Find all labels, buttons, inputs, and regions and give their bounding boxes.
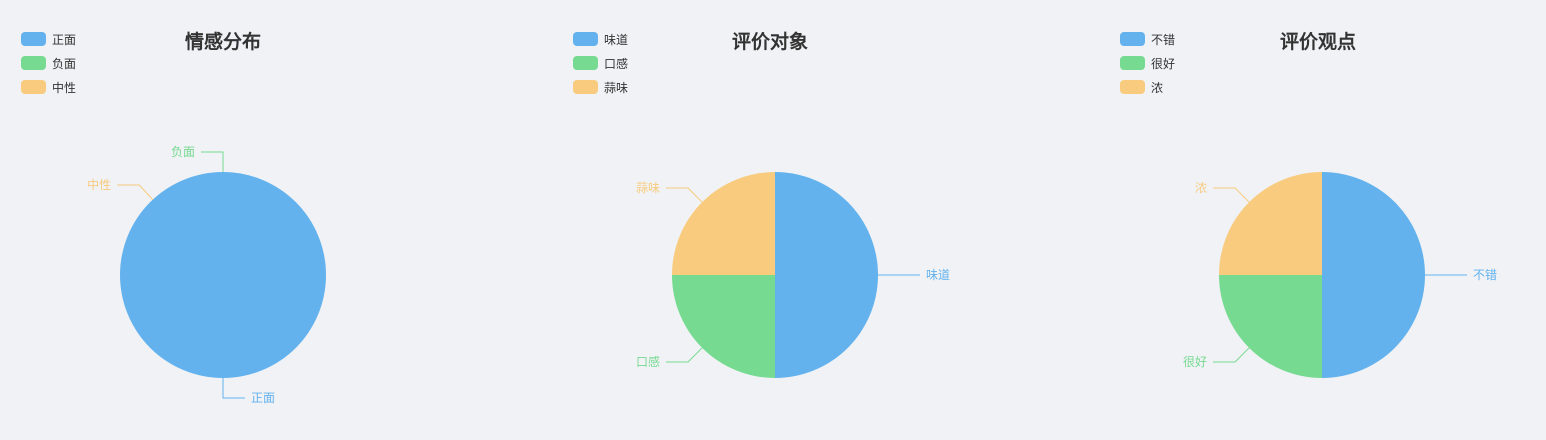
legend-label: 负面 bbox=[52, 56, 77, 71]
legend-item[interactable]: 浓 bbox=[1120, 79, 1175, 95]
legend: 正面 负面 中性 bbox=[21, 31, 76, 103]
slice-label: 很好 bbox=[1183, 355, 1207, 369]
legend-label: 蒜味 bbox=[604, 80, 629, 95]
legend-label: 中性 bbox=[52, 80, 77, 95]
slice-label: 蒜味 bbox=[636, 181, 660, 195]
legend-swatch bbox=[573, 80, 598, 94]
label-line bbox=[201, 151, 224, 172]
slice-label: 中性 bbox=[87, 177, 111, 192]
label-line bbox=[117, 184, 154, 200]
label-line bbox=[1213, 347, 1250, 363]
legend-item[interactable]: 负面 bbox=[21, 55, 76, 71]
legend-label: 不错 bbox=[1151, 32, 1176, 47]
legend-item[interactable]: 很好 bbox=[1120, 55, 1175, 71]
slice-label: 味道 bbox=[926, 268, 950, 282]
chart-title: 评价观点 bbox=[1279, 31, 1357, 53]
slice-label: 负面 bbox=[171, 145, 195, 159]
legend-item[interactable]: 蒜味 bbox=[573, 79, 628, 95]
label-line bbox=[666, 347, 703, 363]
opinion-pie-panel: 不错 很好浓 评价观点 不错 很好 浓 bbox=[1099, 0, 1546, 440]
target-pie-panel: 味道 口感 蒜味 评价对象 味道 口感 蒜味 bbox=[552, 0, 1067, 440]
label-line bbox=[1213, 187, 1250, 203]
legend-item[interactable]: 不错 bbox=[1120, 31, 1175, 47]
legend-swatch bbox=[21, 80, 46, 94]
legend-swatch bbox=[1120, 56, 1145, 70]
legend-label: 正面 bbox=[52, 32, 77, 47]
legend-swatch bbox=[21, 56, 46, 70]
legend: 不错 很好 浓 bbox=[1120, 31, 1175, 103]
slice-label: 正面 bbox=[251, 391, 275, 405]
legend-label: 很好 bbox=[1151, 56, 1176, 71]
label-line bbox=[666, 187, 703, 203]
slice-label: 不错 bbox=[1473, 268, 1497, 282]
pie-slice[interactable] bbox=[1219, 275, 1322, 378]
pie-slice[interactable] bbox=[120, 172, 326, 378]
pie-slice[interactable] bbox=[1219, 172, 1322, 275]
sentiment-pie-panel: 正面 负面 中性 情感分布 正面 负面 中性 bbox=[0, 0, 515, 440]
legend-swatch bbox=[573, 32, 598, 46]
chart-title: 评价对象 bbox=[731, 31, 809, 53]
legend-label: 味道 bbox=[604, 32, 629, 47]
legend-swatch bbox=[573, 56, 598, 70]
legend-swatch bbox=[1120, 32, 1145, 46]
legend-label: 口感 bbox=[604, 56, 629, 71]
slice-label: 口感 bbox=[636, 354, 660, 369]
slice-label: 浓 bbox=[1195, 181, 1207, 195]
legend: 味道 口感 蒜味 bbox=[573, 31, 628, 103]
pie-slice[interactable] bbox=[1322, 172, 1425, 378]
pie-slice[interactable] bbox=[672, 275, 775, 378]
legend-item[interactable]: 正面 bbox=[21, 31, 76, 47]
legend-swatch bbox=[1120, 80, 1145, 94]
legend-item[interactable]: 味道 bbox=[573, 31, 628, 47]
label-line bbox=[222, 378, 245, 399]
pie-slice[interactable] bbox=[672, 172, 775, 275]
legend-item[interactable]: 口感 bbox=[573, 55, 628, 71]
chart-title: 情感分布 bbox=[184, 31, 262, 53]
pie-slice[interactable] bbox=[775, 172, 878, 378]
legend-swatch bbox=[21, 32, 46, 46]
legend-label: 浓 bbox=[1151, 80, 1164, 95]
legend-item[interactable]: 中性 bbox=[21, 79, 76, 95]
